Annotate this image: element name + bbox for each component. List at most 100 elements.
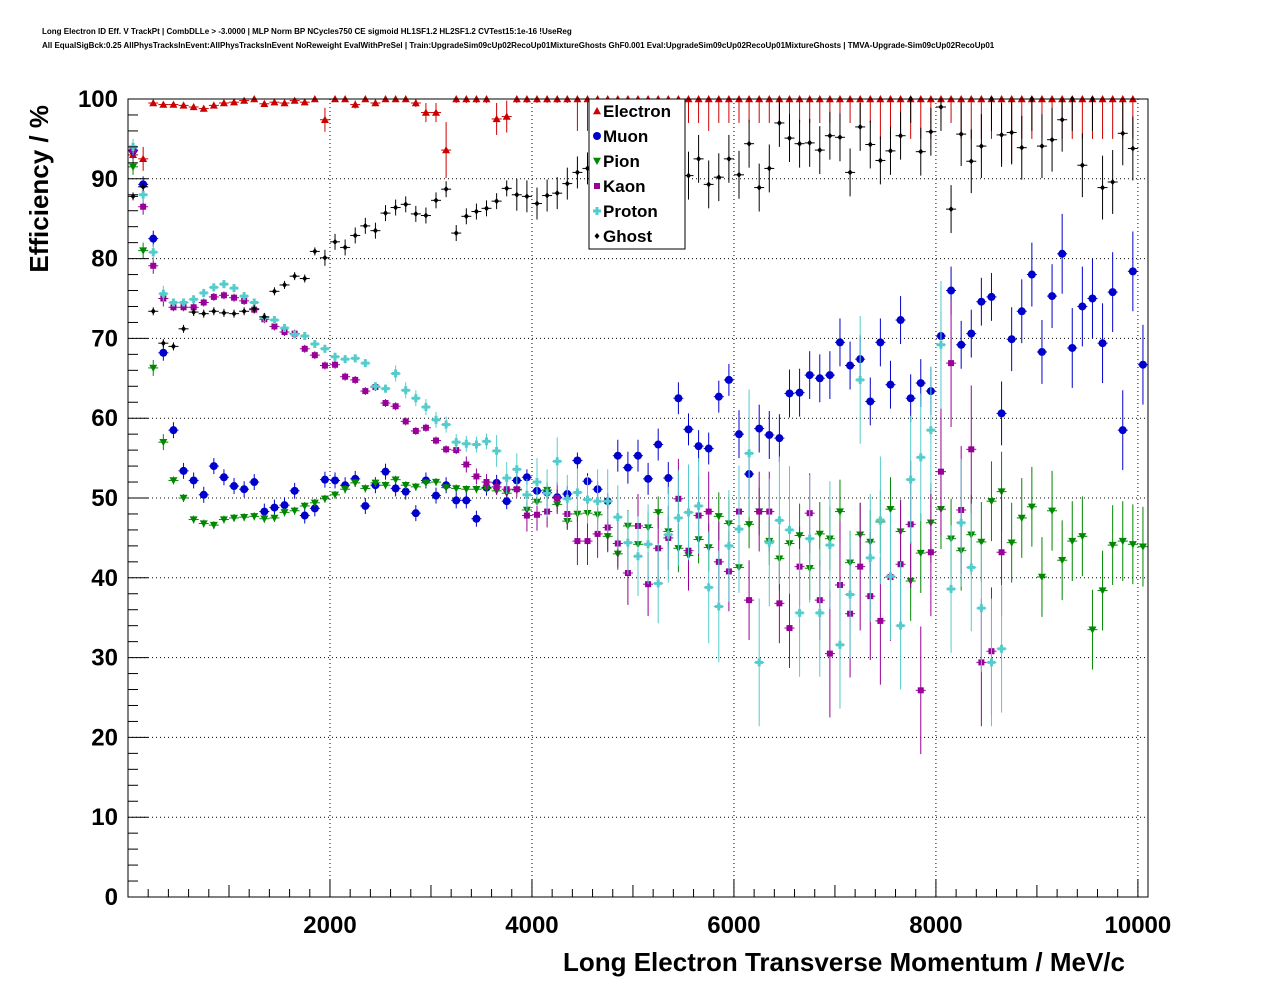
data-point <box>886 505 895 514</box>
data-point <box>926 426 935 435</box>
data-point <box>452 438 461 447</box>
data-point <box>159 100 168 108</box>
data-point <box>301 345 308 352</box>
series-proton <box>128 138 1007 727</box>
data-point <box>453 230 459 237</box>
data-point <box>948 206 954 213</box>
data-point <box>795 608 804 617</box>
data-point <box>210 293 217 300</box>
data-point <box>149 98 158 107</box>
series-kaon <box>128 142 1007 755</box>
data-point <box>916 549 925 558</box>
cross-bar-v <box>787 525 791 534</box>
data-point <box>393 204 399 211</box>
cross-bar-v <box>596 497 600 506</box>
cross-bar-v <box>333 352 337 361</box>
data-point <box>240 292 249 301</box>
data-point <box>310 499 319 507</box>
data-point <box>846 361 855 370</box>
data-point <box>300 332 309 341</box>
data-point <box>473 208 479 215</box>
data-point <box>887 147 893 154</box>
data-point <box>189 516 198 524</box>
data-point <box>685 172 691 179</box>
data-point <box>876 338 885 347</box>
data-point <box>411 394 420 403</box>
data-point <box>917 687 924 694</box>
data-point <box>835 508 844 516</box>
data-point <box>745 449 754 458</box>
data-point <box>906 475 915 484</box>
data-point <box>260 507 269 516</box>
data-point <box>704 444 713 453</box>
data-point <box>776 600 783 607</box>
data-point <box>634 451 642 460</box>
data-point <box>463 461 470 468</box>
data-point <box>231 294 238 301</box>
data-point <box>230 514 239 522</box>
data-point <box>502 474 511 483</box>
data-point <box>866 397 875 406</box>
data-point <box>1037 573 1046 582</box>
data-point <box>1118 426 1127 435</box>
data-point <box>321 362 328 369</box>
data-point <box>270 316 279 325</box>
data-point <box>815 608 824 617</box>
data-point <box>139 154 148 163</box>
data-point <box>977 604 986 613</box>
cross-bar-v <box>666 530 670 539</box>
data-point <box>714 392 723 401</box>
data-point <box>150 308 156 315</box>
data-point <box>149 234 158 243</box>
cross-bar-v <box>454 438 458 447</box>
data-point <box>522 490 531 499</box>
data-point <box>493 483 500 490</box>
data-point <box>1128 541 1137 549</box>
data-point <box>332 361 339 368</box>
data-point <box>250 513 259 521</box>
cross-bar-v <box>586 495 590 504</box>
data-point <box>826 650 833 657</box>
data-point <box>554 190 560 197</box>
data-point <box>684 508 693 517</box>
cross-bar-v <box>1000 644 1004 653</box>
data-point <box>938 103 944 110</box>
data-point <box>170 343 176 350</box>
data-point <box>412 427 419 434</box>
data-point <box>756 508 763 515</box>
data-point <box>411 509 420 518</box>
data-point <box>421 479 430 487</box>
data-point <box>179 466 188 475</box>
data-point <box>280 509 289 517</box>
data-point <box>472 486 481 494</box>
cross-bar-v <box>394 369 398 378</box>
data-point <box>209 101 218 109</box>
y-tick-label: 50 <box>91 485 118 512</box>
cross-bar-v <box>636 552 640 561</box>
cross-bar-v <box>353 354 357 363</box>
data-point <box>251 305 257 312</box>
data-point <box>383 210 389 217</box>
data-point <box>1027 503 1036 511</box>
data-point <box>391 476 400 484</box>
data-point <box>554 495 561 501</box>
y-tick-label: 40 <box>91 565 118 592</box>
data-point <box>623 463 632 472</box>
data-point <box>492 446 501 455</box>
cross-bar-v <box>969 563 973 572</box>
data-point <box>492 114 501 123</box>
data-point <box>310 339 319 348</box>
data-point <box>815 374 824 383</box>
cross-bar-v <box>979 604 983 613</box>
data-point <box>684 425 693 434</box>
data-point <box>149 248 158 257</box>
legend-marker-pion <box>593 157 601 165</box>
data-point <box>502 497 511 506</box>
cross-bar-v <box>272 316 276 325</box>
cross-bar-v <box>899 621 903 630</box>
data-point <box>1027 270 1036 279</box>
data-point <box>775 516 784 525</box>
data-point <box>300 511 309 520</box>
data-point <box>361 485 370 493</box>
data-point <box>432 108 441 116</box>
